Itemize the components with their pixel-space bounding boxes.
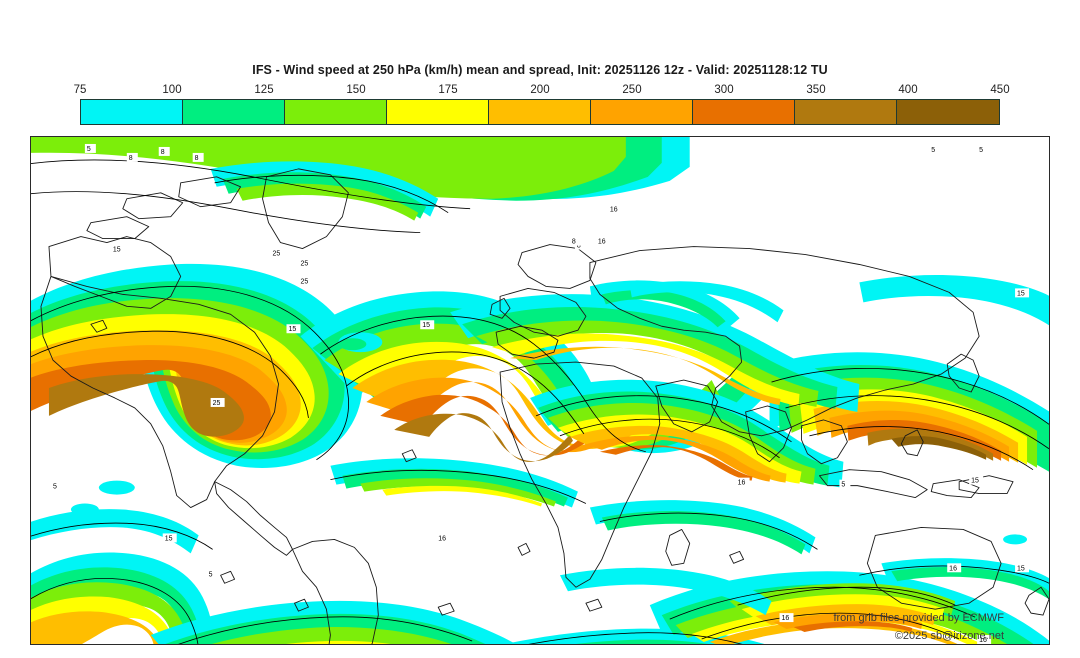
svg-text:15: 15 [422, 322, 430, 329]
svg-text:16: 16 [738, 480, 746, 487]
colorbar-band-75-100 [81, 100, 183, 124]
spread-contours [31, 159, 1049, 644]
colorbar-band-350-400 [897, 100, 999, 124]
svg-text:15: 15 [1017, 565, 1025, 572]
data-source-credit: from grib files provided by ECMWF [833, 612, 1004, 624]
svg-text:16: 16 [610, 207, 618, 214]
svg-text:5: 5 [979, 147, 983, 154]
colorbar-tick-labels: 75 100 125 150 175 200 250 300 350 400 450 [74, 82, 1010, 98]
svg-text:8: 8 [572, 239, 576, 246]
contour-labels: 5 8 8 8 15 25 25 25 15 8 8 16 5 5 16 15 [50, 143, 1030, 644]
colorbar-tick-100: 100 [162, 84, 182, 96]
svg-text:15: 15 [113, 247, 121, 254]
svg-text:5: 5 [87, 146, 91, 153]
svg-text:15: 15 [165, 535, 173, 542]
map-layers: 5 8 8 8 15 25 25 25 15 8 8 16 5 5 16 15 [31, 137, 1049, 644]
svg-text:8: 8 [129, 155, 133, 162]
map-canvas[interactable]: 5 8 8 8 15 25 25 25 15 8 8 16 5 5 16 15 [30, 136, 1050, 645]
colorbar-tick-400: 400 [898, 84, 918, 96]
colorbar-tick-175: 175 [438, 84, 458, 96]
svg-text:16: 16 [949, 565, 957, 572]
copyright-credit: ©2025 sb@irizone.net [894, 630, 1004, 642]
map-svg: 5 8 8 8 15 25 25 25 15 8 8 16 5 5 16 15 [31, 137, 1049, 644]
svg-text:16: 16 [979, 637, 987, 644]
svg-text:25: 25 [300, 260, 308, 267]
svg-text:25: 25 [300, 278, 308, 285]
colorbar-band-200-250 [591, 100, 693, 124]
svg-text:25: 25 [213, 400, 221, 407]
colorbar-tick-450: 450 [990, 84, 1010, 96]
colorbar-band-175-200 [489, 100, 591, 124]
svg-text:5: 5 [931, 147, 935, 154]
svg-text:16: 16 [438, 535, 446, 542]
colorbar-band-100-125 [183, 100, 285, 124]
colorbar-band-150-175 [387, 100, 489, 124]
svg-text:16: 16 [782, 615, 790, 622]
svg-text:16: 16 [598, 239, 606, 246]
colorbar-bands [80, 99, 1000, 125]
colorbar-tick-250: 250 [622, 84, 642, 96]
svg-text:15: 15 [288, 326, 296, 333]
colorbar-tick-125: 125 [254, 84, 274, 96]
page-title: IFS - Wind speed at 250 hPa (km/h) mean … [252, 63, 828, 77]
svg-text:8: 8 [577, 243, 581, 250]
colorbar-tick-350: 350 [806, 84, 826, 96]
svg-text:25: 25 [273, 251, 281, 258]
colorbar-band-250-300 [693, 100, 795, 124]
svg-text:8: 8 [195, 155, 199, 162]
svg-text:5: 5 [841, 482, 845, 489]
colorbar-band-300-350 [795, 100, 897, 124]
colorbar-tick-300: 300 [714, 84, 734, 96]
colorbar-tick-150: 150 [346, 84, 366, 96]
wind-speed-shading [31, 137, 1049, 644]
svg-text:15: 15 [971, 478, 979, 485]
svg-text:15: 15 [1017, 290, 1025, 297]
svg-text:5: 5 [53, 484, 57, 491]
colorbar-band-125-150 [285, 100, 387, 124]
colorbar-tick-200: 200 [530, 84, 550, 96]
colorbar-tick-75: 75 [73, 84, 87, 96]
svg-text:8: 8 [161, 149, 165, 156]
coastlines [40, 168, 1049, 644]
svg-text:5: 5 [209, 571, 213, 578]
colorbar: 75 100 125 150 175 200 250 300 350 400 450 [74, 84, 1010, 125]
